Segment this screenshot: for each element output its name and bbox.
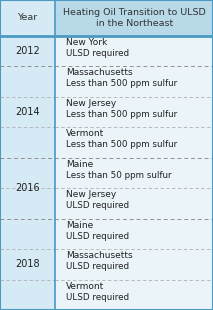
Text: Vermont: Vermont [66, 129, 104, 138]
Bar [0, 36, 55, 66]
Text: Less than 500 ppm sulfur: Less than 500 ppm sulfur [66, 140, 177, 149]
Text: New Jersey: New Jersey [66, 190, 116, 199]
Bar [0, 0, 213, 36]
Text: ULSD required: ULSD required [66, 201, 129, 210]
Text: Maine: Maine [66, 221, 93, 230]
Text: New Jersey: New Jersey [66, 99, 116, 108]
Text: ULSD required: ULSD required [66, 232, 129, 241]
Text: Maine: Maine [66, 160, 93, 169]
Text: Year: Year [17, 13, 38, 22]
Text: Vermont: Vermont [66, 282, 104, 291]
Text: 2012: 2012 [15, 46, 40, 56]
Text: 2014: 2014 [15, 107, 40, 117]
Text: New York: New York [66, 38, 107, 47]
Text: 2016: 2016 [15, 183, 40, 193]
Bar [0, 157, 55, 219]
Text: ULSD required: ULSD required [66, 49, 129, 58]
Bar [0, 66, 55, 157]
Text: Heating Oil Transition to ULSD
in the Northeast: Heating Oil Transition to ULSD in the No… [63, 8, 206, 28]
Bar [0, 0, 55, 36]
Text: 2018: 2018 [15, 259, 40, 269]
Text: Massachusetts: Massachusetts [66, 68, 133, 77]
Text: Massachusetts: Massachusetts [66, 251, 133, 260]
Text: Less than 500 ppm sulfur: Less than 500 ppm sulfur [66, 110, 177, 119]
Text: ULSD required: ULSD required [66, 293, 129, 302]
Text: Less than 50 ppm sulfur: Less than 50 ppm sulfur [66, 171, 172, 180]
Text: ULSD required: ULSD required [66, 262, 129, 271]
Bar [0, 219, 55, 310]
Text: Less than 500 ppm sulfur: Less than 500 ppm sulfur [66, 79, 177, 88]
